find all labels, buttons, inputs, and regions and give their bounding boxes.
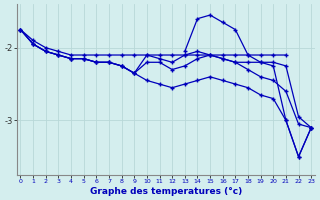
X-axis label: Graphe des temperatures (°c): Graphe des temperatures (°c) xyxy=(90,187,242,196)
